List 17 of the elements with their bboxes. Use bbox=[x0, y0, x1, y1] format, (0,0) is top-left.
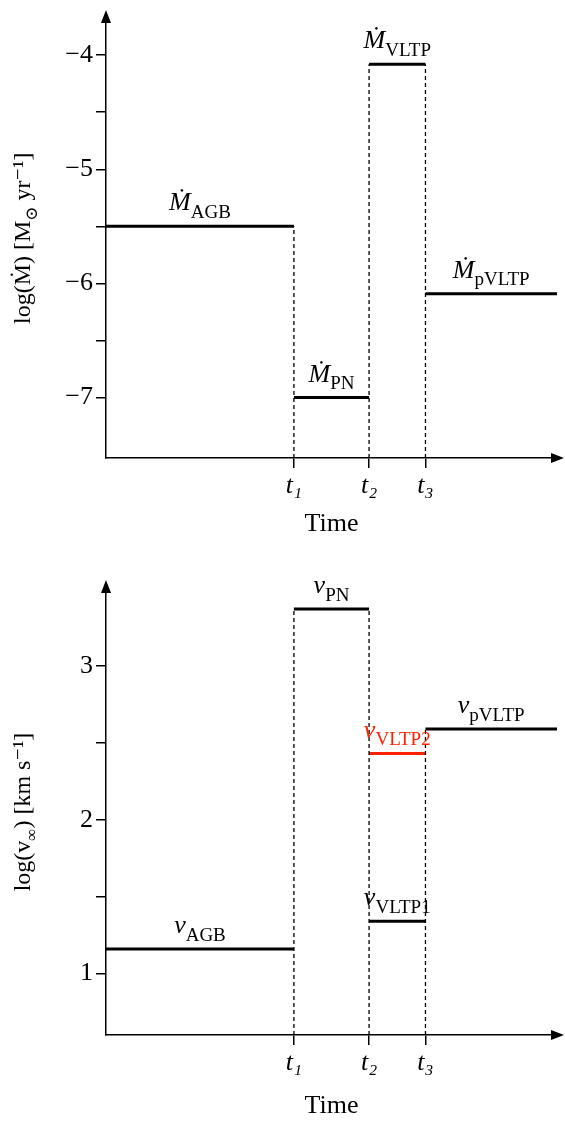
y-tick-label: −7 bbox=[65, 381, 93, 411]
x-tick-label: t₁ bbox=[285, 1047, 303, 1077]
x-tick-label: t₂ bbox=[360, 470, 378, 500]
y-tick-label: −5 bbox=[65, 153, 93, 183]
y-tick-label: −4 bbox=[65, 38, 93, 68]
x-tick-label: t₁ bbox=[285, 470, 303, 500]
x-axis-title: Time bbox=[304, 1090, 359, 1120]
x-tick-label: t₃ bbox=[417, 1047, 434, 1077]
x-axis-title: Time bbox=[304, 508, 359, 538]
x-tick-label: t₂ bbox=[360, 1047, 378, 1077]
y-axis-title: log(Ṁ) [M⊙ yr⁻¹] bbox=[9, 152, 42, 325]
y-tick-label: 1 bbox=[80, 957, 93, 987]
y-tick-label: 3 bbox=[80, 649, 93, 679]
y-tick-label: −6 bbox=[65, 267, 93, 297]
y-axis-title: log(v∞) [km s⁻¹] bbox=[9, 732, 42, 892]
y-tick-label: 2 bbox=[80, 803, 93, 833]
x-tick-label: t₃ bbox=[417, 470, 434, 500]
